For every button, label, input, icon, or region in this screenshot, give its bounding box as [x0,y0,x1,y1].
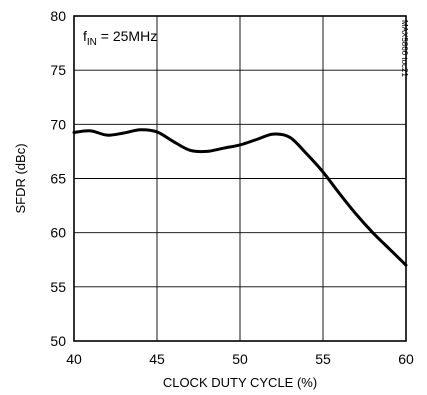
frequency-annotation: fIN = 25MHz [83,28,157,48]
sfdr-series-line [72,128,408,267]
grid [74,16,406,341]
y-tick-label: 60 [50,225,66,241]
y-axis-label: SFDR (dBc) [13,143,28,213]
x-axis-label: CLOCK DUTY CYCLE (%) [163,375,317,390]
y-tick-label: 70 [50,116,66,132]
x-tick-label: 60 [398,351,414,367]
x-tick-label: 50 [232,351,248,367]
y-tick-label: 50 [50,333,66,349]
x-tick-label: 55 [315,351,331,367]
annotation-main: f [83,28,87,44]
annotation-rest: = 25MHz [97,28,157,44]
x-tick-label: 40 [66,351,82,367]
annotation-subscript: IN [87,37,97,48]
y-tick-label: 75 [50,62,66,78]
series-layer [72,128,408,267]
x-tick-label: 45 [149,351,165,367]
tick-labels: 40 45 50 55 60 50 55 60 65 70 75 80 [50,8,414,367]
plot-frame [73,15,407,342]
y-tick-label: 65 [50,171,66,187]
figure-id-label: MAX5866 toc21 [400,20,409,77]
y-tick-label: 80 [50,8,66,24]
y-tick-label: 55 [50,279,66,295]
